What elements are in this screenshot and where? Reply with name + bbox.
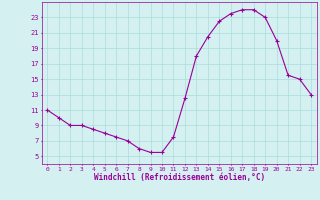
X-axis label: Windchill (Refroidissement éolien,°C): Windchill (Refroidissement éolien,°C) bbox=[94, 173, 265, 182]
